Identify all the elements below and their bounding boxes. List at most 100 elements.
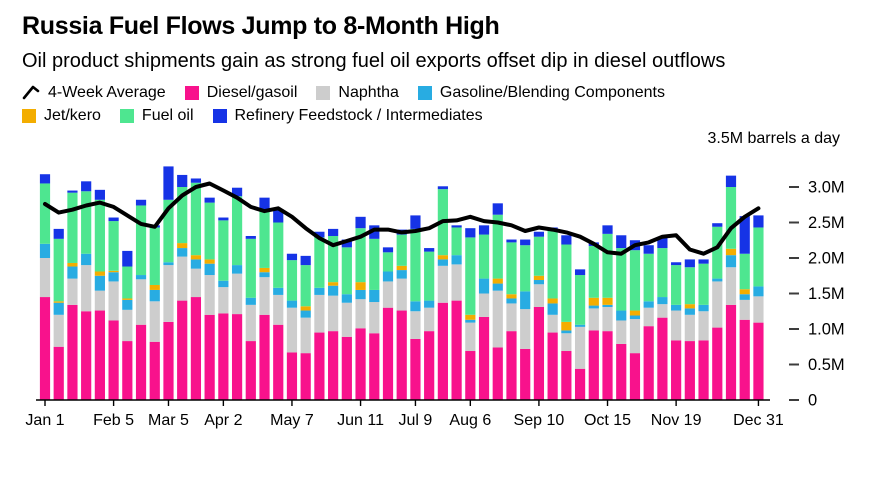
bar-segment <box>67 192 78 263</box>
bar-segment <box>588 330 599 400</box>
average-line-icon <box>22 85 40 100</box>
bar-segment <box>259 314 270 400</box>
bar-segment <box>629 315 641 319</box>
bar-segment <box>506 298 517 304</box>
bar-segment <box>588 245 599 298</box>
bar-segment <box>739 288 750 294</box>
bar-segment <box>67 304 78 400</box>
bar-segment <box>616 320 627 344</box>
bar-segment <box>547 303 558 315</box>
bar-segment <box>204 259 215 264</box>
x-axis-label: May 7 <box>270 412 314 429</box>
bar-segment <box>190 178 202 183</box>
x-axis-label: Dec 31 <box>733 412 784 429</box>
legend-label: Fuel oil <box>141 106 194 124</box>
bar-segment <box>478 316 490 400</box>
naphtha-swatch-icon <box>316 85 331 100</box>
bar-segment <box>53 346 64 400</box>
bar-segment <box>671 310 682 341</box>
bar-segment <box>561 244 572 322</box>
bar-segment <box>190 296 202 400</box>
bar-segment <box>39 173 51 184</box>
bar-segment <box>492 214 503 279</box>
bar-segment <box>369 225 380 239</box>
bar-segment <box>588 297 599 306</box>
bar-segment <box>712 222 723 227</box>
bar-segment <box>259 276 270 315</box>
bar-segment <box>149 289 160 302</box>
bar-segment <box>163 262 174 265</box>
bar-segment <box>245 238 256 298</box>
x-axis-label: Mar 5 <box>148 412 189 429</box>
y-axis-label: 1.0M <box>808 320 845 338</box>
bar-segment <box>616 235 627 248</box>
y-axis-label: 0 <box>808 391 817 409</box>
bar-segment <box>437 259 448 266</box>
bar-segment <box>300 317 311 353</box>
bar-segment <box>561 321 572 331</box>
legend-row-2: Jet/kero Fuel oil Refinery Feedstock / I… <box>22 107 876 125</box>
bar-segment <box>314 287 325 295</box>
refinery-feedstock-swatch-icon <box>212 108 227 123</box>
bar-segment <box>328 330 339 400</box>
bar-segment <box>533 236 545 276</box>
bar-segment <box>506 330 517 400</box>
bar-segment <box>533 231 545 237</box>
bar-segment <box>684 340 695 400</box>
bar-segment <box>671 304 682 311</box>
bar-segment <box>478 278 490 294</box>
bar-segment <box>712 327 723 400</box>
bar-segment <box>382 307 394 400</box>
bar-segment <box>698 311 709 341</box>
bar-segment <box>506 242 517 294</box>
bar-segment <box>259 197 270 211</box>
bar-segment <box>135 279 147 325</box>
bar-segment <box>94 310 105 400</box>
legend-item-naphtha: Naphtha <box>316 84 399 102</box>
bar-segment <box>396 234 407 266</box>
bar-segment <box>643 301 654 308</box>
bar-segment <box>218 286 229 314</box>
bar-segment <box>574 324 586 327</box>
bar-segment <box>355 227 366 282</box>
bar-segment <box>437 254 448 260</box>
legend-label: Gasoline/Blending Components <box>439 83 665 101</box>
bar-segment <box>520 291 531 309</box>
bar-segment <box>67 262 78 267</box>
bar-segment <box>506 239 517 243</box>
bar-segment <box>424 307 435 331</box>
bar-segment <box>506 303 517 331</box>
bar-segment <box>437 302 448 400</box>
y-axis-label: 1.5M <box>808 285 845 303</box>
bar-segment <box>204 314 215 400</box>
bar-segment <box>177 300 188 400</box>
bar-segment <box>300 264 311 307</box>
bar-segment <box>245 304 256 341</box>
y-axis-label: 2.0M <box>808 249 845 267</box>
bar-segment <box>725 248 737 255</box>
bar-segment <box>259 271 270 277</box>
bar-segment <box>424 247 435 252</box>
bar-segment <box>67 278 78 305</box>
bar-segment <box>657 247 668 297</box>
bar-segment <box>300 352 311 400</box>
y-axis-unit-label: 3.5M barrels a day <box>707 129 840 147</box>
bar-segment <box>671 340 682 400</box>
legend-item-fuel-oil: Fuel oil <box>119 106 194 125</box>
bar-segment <box>286 259 298 301</box>
bar-segment <box>94 275 105 291</box>
bar-segment <box>684 266 695 304</box>
bar-segment <box>286 307 298 353</box>
bar-segment <box>273 222 284 288</box>
chart-svg: Jan 1 Feb 5 Mar 5 Apr 2 May 7 Jun 11 Jul 9 Aug … <box>25 166 845 429</box>
bar-segment <box>94 290 105 311</box>
bar-segment <box>259 267 270 272</box>
bar-segment <box>588 308 599 331</box>
bar-segment <box>355 216 366 228</box>
bar-segment <box>465 237 476 315</box>
bar-segment <box>753 296 764 323</box>
x-axis-label: Apr 2 <box>204 412 242 429</box>
bar-segment <box>520 244 531 292</box>
bar-segment <box>218 217 229 221</box>
bar-segment <box>602 233 613 298</box>
